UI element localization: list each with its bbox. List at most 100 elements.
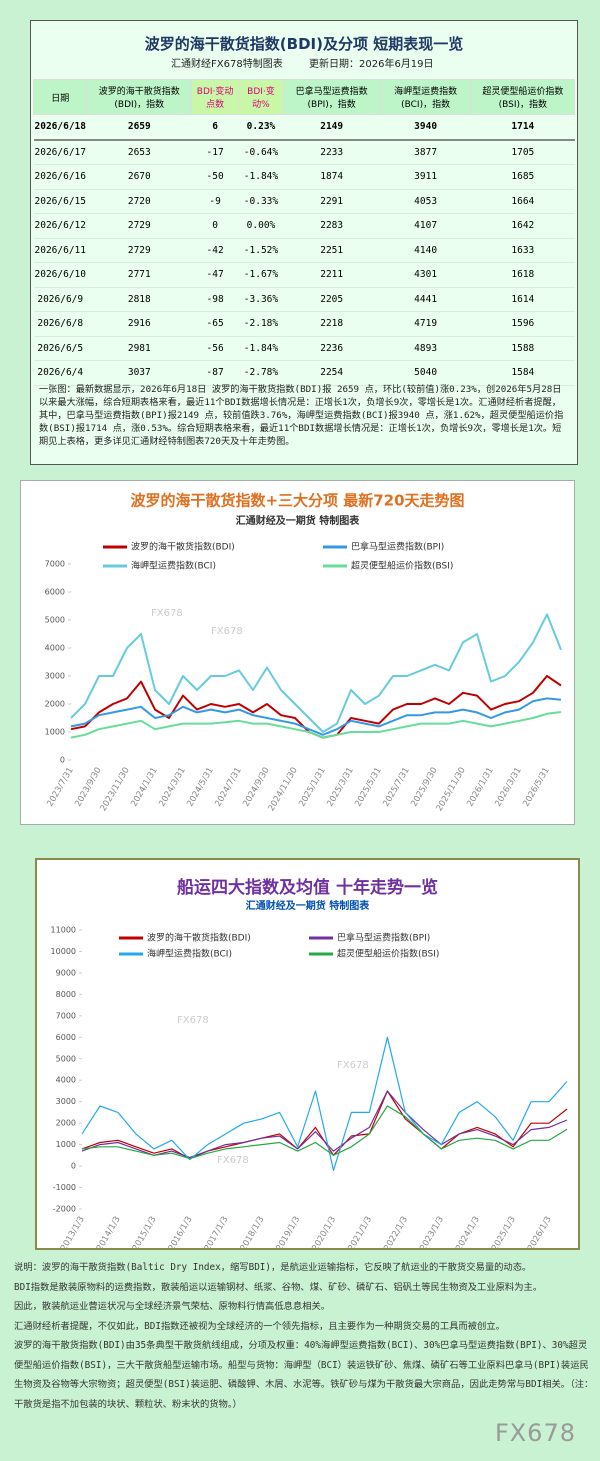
legend-label: 波罗的海干散货指数(BDI) — [147, 932, 251, 944]
table-cell: -0.33% — [238, 189, 284, 214]
x-tick-label: 2024/5/31 — [185, 766, 215, 809]
table-row: 2026/6/18 2659 6 0.23% 2149 3940 1714 — [33, 114, 575, 141]
table-cell: 2026/6/17 — [33, 139, 87, 165]
x-tick-label: 2025/9/30 — [409, 766, 439, 809]
series-line — [70, 675, 562, 739]
x-tick-label: 2023/7/31 — [45, 766, 75, 809]
x-tick-label: 2016/1/3 — [167, 1215, 195, 1250]
series-line — [81, 1090, 568, 1159]
table-cell: -0.64% — [238, 139, 284, 165]
table-cell: 2211 — [283, 262, 381, 288]
table-cell: -42 — [191, 238, 239, 263]
note-line: 汇通财经析者提醒，不仅如此，BDI指数还被视为全球经济的一个领先指标，且主要作为… — [14, 1320, 505, 1332]
table-row: 2026/6/5 2981 -56 -1.84% 2236 4893 1588 — [33, 336, 575, 361]
table-cell: 4140 — [380, 238, 472, 263]
data-table: 日期 波罗的海干散货指数(BDI)，指数 BDI·变动点数 BDI·变动% 巴拿马型运费… — [32, 79, 576, 386]
x-tick-label: 2024/1/31 — [129, 766, 159, 809]
table-cell: -87 — [191, 360, 239, 386]
table-cell: 1685 — [471, 164, 575, 190]
series-line — [81, 1105, 568, 1160]
table-row: 2026/6/4 3037 -87 -2.78% 2254 5040 1584 — [33, 360, 575, 386]
x-tick-label: 2025/1/31 — [297, 766, 327, 809]
x-tick-label: 2025/1/3 — [490, 1215, 518, 1250]
column-header: BDI·变动% — [238, 79, 284, 115]
table-cell: 4893 — [380, 336, 472, 361]
series-line — [70, 697, 562, 736]
table-row: 2026/6/17 2653 -17 -0.64% 2233 3877 1705 — [33, 139, 575, 165]
table-cell: 2251 — [283, 238, 381, 263]
x-tick-label: 2025/7/31 — [381, 766, 411, 809]
table-cell: 2026/6/15 — [33, 189, 87, 214]
y-tick-label: 2000 — [56, 1119, 76, 1128]
table-cell: 5040 — [380, 360, 472, 386]
x-tick-label: 2026/1/31 — [465, 766, 495, 809]
x-tick-label: 2024/11/30 — [267, 766, 300, 813]
watermark: FX678 — [217, 1155, 249, 1166]
x-tick-label: 2018/1/3 — [239, 1215, 267, 1250]
table-cell: 4719 — [380, 311, 472, 337]
x-tick-label: 2020/1/3 — [310, 1215, 338, 1250]
legend-label: 巴拿马型运费指数(BPI) — [337, 932, 430, 944]
table-cell: 1633 — [471, 238, 575, 263]
column-header: 波罗的海干散货指数(BDI)，指数 — [86, 79, 193, 115]
x-tick-label: 2025/5/31 — [353, 766, 383, 809]
table-cell: -1.84% — [238, 336, 284, 361]
x-tick-label: 2023/1/3 — [418, 1215, 446, 1250]
y-tick-label: 7000 — [56, 1011, 76, 1020]
y-tick-label: 5000 — [45, 616, 65, 625]
panel-title: 波罗的海干散货指数(BDI)及分项 短期表现一览 — [144, 35, 464, 53]
table-cell: -65 — [191, 311, 239, 337]
x-tick-label: 2019/1/3 — [275, 1215, 303, 1250]
table-cell: 2233 — [283, 139, 381, 165]
table-cell: -17 — [191, 139, 239, 165]
y-tick-label: 1000 — [56, 1140, 76, 1149]
table-cell: 2026/6/10 — [33, 262, 87, 288]
table-cell: 1874 — [283, 164, 381, 190]
series-line — [70, 613, 562, 733]
table-cell: 2720 — [86, 189, 192, 214]
series-line — [81, 1036, 568, 1171]
table-cell: 2254 — [283, 360, 381, 386]
y-tick-label: 11000 — [51, 926, 76, 935]
x-tick-label: 2024/3/31 — [157, 766, 187, 809]
watermark: FX678 — [337, 1060, 369, 1071]
table-cell: 2236 — [283, 336, 381, 361]
table-cell: 2670 — [86, 164, 192, 190]
y-tick-label: 6000 — [56, 1033, 76, 1042]
summary-text: 一张图：最新数据显示，2026年6月18日 波罗的海干散货指数(BDI)报 26… — [39, 384, 564, 447]
x-tick-label: 2023/11/30 — [99, 766, 132, 813]
notes: 说明：波罗的海干散货指数(Baltic Dry Index，缩写BDI)，是航运… — [14, 1258, 594, 1414]
y-tick-label: 3000 — [45, 672, 65, 681]
update-date: 更新日期：2026年6月19日 — [309, 59, 434, 70]
table-row: 2026/6/9 2818 -98 -3.36% 2205 4441 1614 — [33, 287, 575, 312]
note-line: BDI指数是散装原物料的运费指数，散装船运以运输钢材、纸浆、谷物、煤、矿砂、磷矿… — [14, 1281, 543, 1293]
watermark: FX678 — [211, 626, 243, 637]
x-tick-label: 2022/1/3 — [382, 1215, 410, 1250]
table-cell: 2026/6/5 — [33, 336, 87, 361]
x-tick-label: 2026/3/31 — [493, 766, 523, 809]
chart-title: 波罗的海干散货指数+三大分项 最新720天走势图 — [130, 492, 464, 510]
series-line — [70, 711, 562, 739]
table-cell: 1705 — [471, 139, 575, 165]
x-tick-label: 2017/1/3 — [203, 1215, 231, 1250]
table-cell: 2149 — [283, 114, 381, 141]
y-tick-label: 10000 — [51, 947, 76, 956]
table-cell: 2205 — [283, 287, 381, 312]
table-cell: 2659 — [86, 114, 192, 141]
table-cell: -9 — [191, 189, 239, 214]
legend-label: 超灵便型船运价指数(BSI) — [337, 948, 439, 960]
table-cell: 2729 — [86, 213, 192, 239]
table-cell: -47 — [191, 262, 239, 288]
table-cell: 2653 — [86, 139, 192, 165]
y-tick-label: 0 — [60, 756, 65, 765]
watermark: FX678 — [177, 1015, 209, 1026]
table-cell: -3.36% — [238, 287, 284, 312]
table-cell: 4107 — [380, 213, 472, 239]
chart-subtitle: 汇通财经及一期货 特制图表 — [236, 514, 360, 527]
table-cell: -1.52% — [238, 238, 284, 263]
y-tick-label: 6000 — [45, 588, 65, 597]
x-tick-label: 2021/1/3 — [346, 1215, 374, 1250]
legend-label: 巴拿马型运费指数(BPI) — [351, 541, 444, 553]
